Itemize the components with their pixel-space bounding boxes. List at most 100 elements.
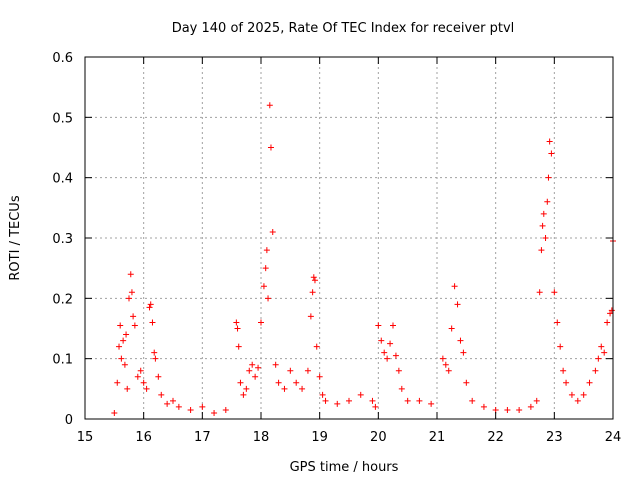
data-point [334, 400, 341, 407]
data-point [307, 313, 314, 320]
data-point [118, 355, 125, 362]
data-point [469, 397, 476, 404]
data-point [551, 289, 558, 296]
data-point [234, 325, 241, 332]
data-point [266, 102, 273, 109]
data-point [263, 247, 270, 254]
data-point [128, 289, 135, 296]
data-point [357, 391, 364, 398]
data-point [384, 355, 391, 362]
y-tick-label: 0.2 [52, 292, 73, 307]
data-point [346, 397, 352, 404]
data-point [492, 406, 499, 413]
x-tick-label: 20 [370, 430, 387, 445]
data-point [111, 409, 118, 416]
data-point [117, 322, 124, 329]
data-point [243, 385, 250, 392]
data-point [309, 289, 316, 296]
data-point [187, 406, 194, 413]
data-point [134, 373, 141, 380]
data-point [310, 274, 317, 281]
data-point [580, 391, 587, 398]
data-point [592, 367, 599, 374]
x-tick-label: 16 [135, 430, 152, 445]
x-tick-label: 23 [546, 430, 563, 445]
data-point [554, 319, 561, 326]
data-point [316, 373, 323, 380]
data-point [387, 340, 394, 347]
y-tick-label: 0.1 [52, 353, 73, 368]
data-point [311, 277, 318, 284]
data-point [538, 247, 545, 254]
data-point [260, 283, 267, 290]
data-point [607, 310, 614, 317]
grid-lines [85, 57, 613, 419]
data-point [304, 367, 311, 374]
data-point [149, 319, 156, 326]
data-point [601, 349, 608, 356]
data-point [595, 355, 602, 362]
data-point [404, 397, 411, 404]
data-point [557, 343, 564, 350]
data-point [116, 343, 123, 350]
x-tick-label: 18 [253, 430, 270, 445]
data-point [378, 337, 385, 344]
data-point [480, 403, 487, 410]
data-point [240, 391, 247, 398]
data-point [504, 406, 511, 413]
data-point [546, 138, 553, 145]
data-point [548, 150, 555, 157]
data-point [536, 289, 543, 296]
data-point [375, 322, 382, 329]
data-point [137, 367, 144, 374]
data-point [272, 361, 279, 368]
data-point [563, 379, 570, 386]
data-point [164, 400, 171, 407]
data-point [233, 319, 240, 326]
y-tick-label: 0 [65, 413, 73, 428]
data-point [175, 403, 182, 410]
data-point [545, 174, 552, 181]
x-tick-label: 22 [487, 430, 504, 445]
data-point [114, 379, 121, 386]
data-point [454, 301, 461, 308]
data-point [457, 337, 464, 344]
data-point [287, 367, 294, 374]
data-point [265, 295, 272, 302]
data-point [586, 379, 593, 386]
data-point [155, 373, 162, 380]
x-tick-label: 15 [77, 430, 94, 445]
data-point [527, 403, 534, 410]
data-point [293, 379, 300, 386]
data-point [124, 385, 131, 392]
data-point [574, 397, 581, 404]
data-point [560, 367, 567, 374]
y-tick-label: 0.4 [52, 172, 73, 187]
data-point [598, 343, 605, 350]
y-tick-label: 0.6 [52, 51, 73, 66]
data-point [127, 271, 134, 278]
data-point [267, 144, 274, 151]
data-point [451, 283, 458, 290]
data-point [539, 222, 546, 229]
data-point [262, 265, 269, 272]
y-tick-label: 0.5 [52, 111, 73, 126]
x-axis: 15 16 17 18 19 20 21 22 23 24 [77, 57, 621, 445]
data-point [147, 301, 154, 308]
data-point [392, 352, 399, 359]
data-point [313, 343, 320, 350]
data-point [608, 307, 615, 314]
data-point [140, 379, 147, 386]
data-point [249, 361, 256, 368]
data-point [416, 397, 423, 404]
y-axis-label: ROTI / TECUs [8, 195, 23, 280]
data-point [542, 235, 549, 241]
data-point [158, 391, 165, 398]
data-point [252, 373, 259, 380]
data-point [372, 403, 379, 410]
data-point [299, 385, 306, 392]
data-point [604, 319, 611, 326]
data-point [322, 397, 329, 404]
data-point [428, 400, 435, 407]
